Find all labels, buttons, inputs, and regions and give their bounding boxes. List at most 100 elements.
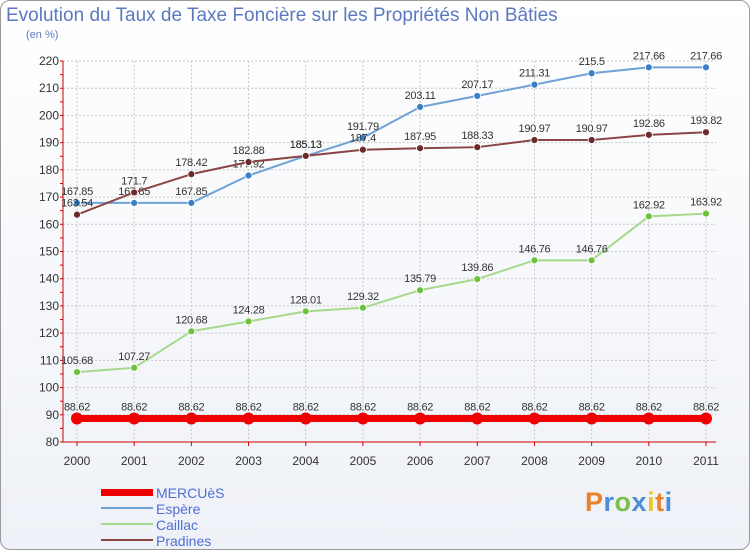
data-label: 215.5 <box>579 56 605 68</box>
series-line-2 <box>76 212 707 374</box>
data-point <box>587 256 596 265</box>
data-point <box>73 199 81 207</box>
data-point <box>301 307 310 316</box>
data-point <box>644 63 653 72</box>
x-tick-label: 2004 <box>292 454 319 468</box>
proxiti-logo: Proxiti <box>585 487 673 517</box>
data-point <box>356 412 369 425</box>
x-tick-label: 2000 <box>64 454 91 468</box>
data-point <box>473 143 482 152</box>
data-label: 191.79 <box>347 121 379 133</box>
data-label: 88.62 <box>579 402 605 414</box>
data-point <box>359 133 367 142</box>
data-label: 88.62 <box>121 402 147 414</box>
y-tick-label: 100 <box>39 381 59 395</box>
data-label: 135.79 <box>404 273 436 285</box>
data-label: 187.95 <box>404 131 436 143</box>
data-label: 139.86 <box>461 262 493 274</box>
data-point <box>473 92 482 100</box>
legend-item-caillac: Caillac <box>101 517 301 534</box>
data-point <box>414 412 427 425</box>
data-point <box>700 412 712 425</box>
data-label: 167.85 <box>61 186 93 198</box>
data-label: 88.62 <box>693 402 719 414</box>
legend-swatch <box>101 489 153 496</box>
data-label: 185.13 <box>290 139 322 151</box>
x-tick-label: 2006 <box>407 454 434 468</box>
y-tick-label: 200 <box>39 108 59 122</box>
data-label: 163.54 <box>61 198 93 210</box>
series-line-3 <box>76 131 707 216</box>
x-tick-label: 2010 <box>635 454 662 468</box>
data-point <box>644 130 653 139</box>
data-label: 129.32 <box>347 291 379 303</box>
legend-swatch <box>101 507 153 509</box>
series-line-1 <box>77 66 706 204</box>
data-label: 193.82 <box>690 115 722 127</box>
data-label: 217.66 <box>633 50 665 62</box>
x-tick-label: 2003 <box>235 454 262 468</box>
legend-label: Espère <box>156 501 201 517</box>
data-label: 88.62 <box>350 402 376 414</box>
x-tick-label: 2008 <box>521 454 548 468</box>
data-label: 167.85 <box>175 186 207 198</box>
data-point <box>587 136 596 144</box>
data-label: 217.66 <box>690 50 722 62</box>
x-tick-label: 2009 <box>578 454 605 468</box>
data-label: 88.62 <box>521 402 547 414</box>
data-label: 124.28 <box>233 304 265 316</box>
y-tick-label: 140 <box>39 272 59 286</box>
data-label: 88.62 <box>293 402 319 414</box>
data-point <box>359 303 367 312</box>
data-label: 163.92 <box>690 197 722 209</box>
data-point <box>587 69 596 78</box>
data-point <box>73 210 81 219</box>
data-point <box>416 286 424 295</box>
y-tick-label: 110 <box>40 353 59 367</box>
data-label: 88.62 <box>236 402 262 414</box>
data-label: 88.62 <box>636 402 662 414</box>
data-label: 146.76 <box>576 243 608 255</box>
legend-label: MERCUèS <box>156 485 225 501</box>
legend-item-espere: Espère <box>101 501 301 518</box>
y-tick-label: 220 <box>39 54 59 68</box>
data-label: 88.62 <box>64 402 90 414</box>
data-point <box>187 327 196 336</box>
data-label: 190.97 <box>519 123 551 135</box>
legend-label: Pradines <box>156 533 212 549</box>
data-point <box>130 199 139 207</box>
data-point <box>130 363 139 372</box>
data-point <box>244 317 253 326</box>
data-label: 88.62 <box>464 402 490 414</box>
y-tick-label: 210 <box>39 81 59 95</box>
x-tick-label: 2011 <box>693 454 719 468</box>
y-unit-label: (en %) <box>26 29 59 41</box>
data-label: 88.62 <box>178 402 204 414</box>
data-point <box>642 412 655 425</box>
y-tick-label: 170 <box>39 190 59 204</box>
data-label: 88.62 <box>407 402 433 414</box>
data-label: 185.13 <box>290 139 322 151</box>
data-label: 192.86 <box>633 118 665 130</box>
data-point <box>130 188 139 197</box>
data-label: 211.31 <box>519 68 550 80</box>
data-label: 162.92 <box>633 199 665 211</box>
data-label: 188.33 <box>461 130 493 142</box>
data-point <box>702 128 710 137</box>
legend-swatch <box>101 523 153 525</box>
data-label: 178.42 <box>175 157 207 169</box>
data-point <box>644 212 653 221</box>
data-point <box>530 80 539 89</box>
data-label: 146.76 <box>519 243 551 255</box>
data-label: 190.97 <box>576 123 608 135</box>
x-tick-label: 2001 <box>121 454 148 468</box>
data-point <box>416 103 424 111</box>
y-tick-label: 190 <box>39 136 59 150</box>
data-point <box>585 412 598 425</box>
data-point <box>73 368 81 377</box>
data-point <box>244 158 253 166</box>
x-tick-label: 2005 <box>350 454 377 468</box>
data-point <box>359 145 367 154</box>
data-point <box>471 412 484 425</box>
